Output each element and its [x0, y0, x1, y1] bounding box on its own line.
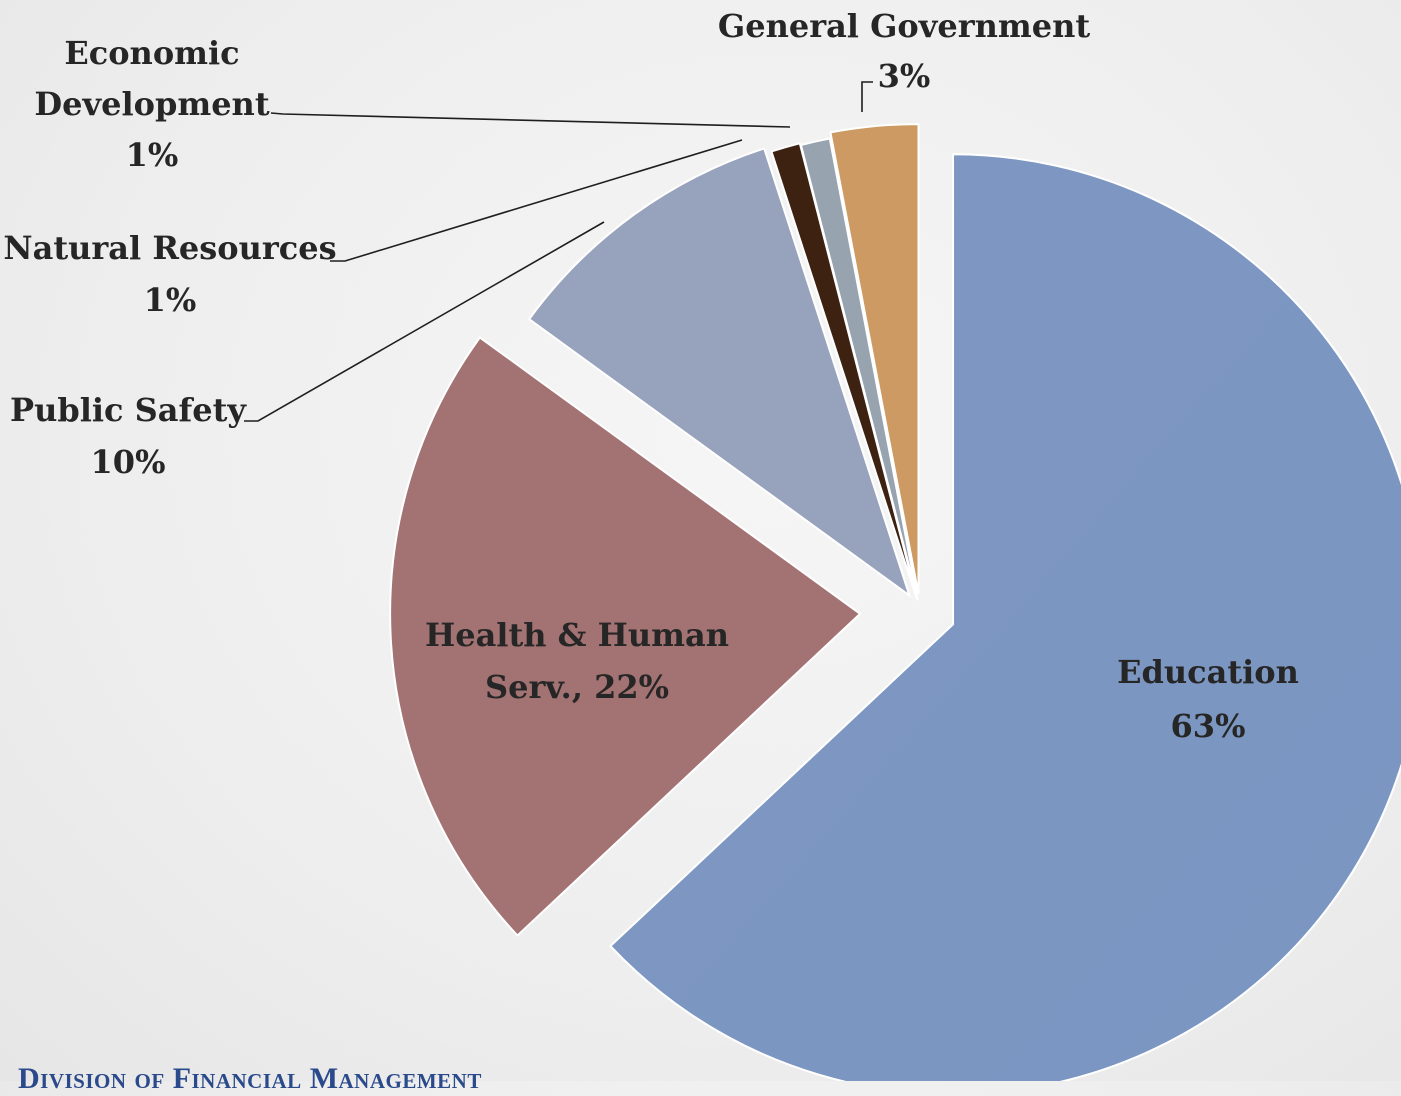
leader-line-economic-development — [270, 112, 791, 128]
data-label-education: Education 63% — [1117, 653, 1299, 745]
leader-line-general-government — [861, 81, 873, 112]
leader-line-natural-resources — [330, 139, 743, 262]
data-label-public-safety: Public Safety 10% — [10, 391, 247, 481]
pie-slice-general-government — [829, 123, 920, 595]
data-label-natural-resources: Natural Resources 1% — [3, 229, 336, 319]
pie-slice-education — [609, 153, 1401, 1081]
data-label-health-human-serv: Health & Human Serv., 22% — [425, 616, 729, 706]
pie-slice-health-human-serv — [389, 336, 862, 937]
footer-text: Division of Financial Management — [18, 1062, 482, 1095]
leader-line-public-safety — [244, 221, 605, 422]
pie-slice-natural-resources — [770, 142, 918, 599]
pie-slice-public-safety — [527, 147, 912, 599]
data-label-general-government: General Government 3% — [718, 7, 1090, 95]
pie-slice-economic-development — [799, 137, 919, 601]
data-label-economic-development: Economic Development 1% — [34, 34, 269, 174]
